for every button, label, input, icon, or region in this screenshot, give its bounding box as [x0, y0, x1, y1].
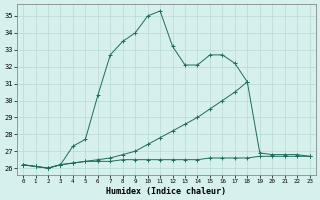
- X-axis label: Humidex (Indice chaleur): Humidex (Indice chaleur): [106, 187, 226, 196]
